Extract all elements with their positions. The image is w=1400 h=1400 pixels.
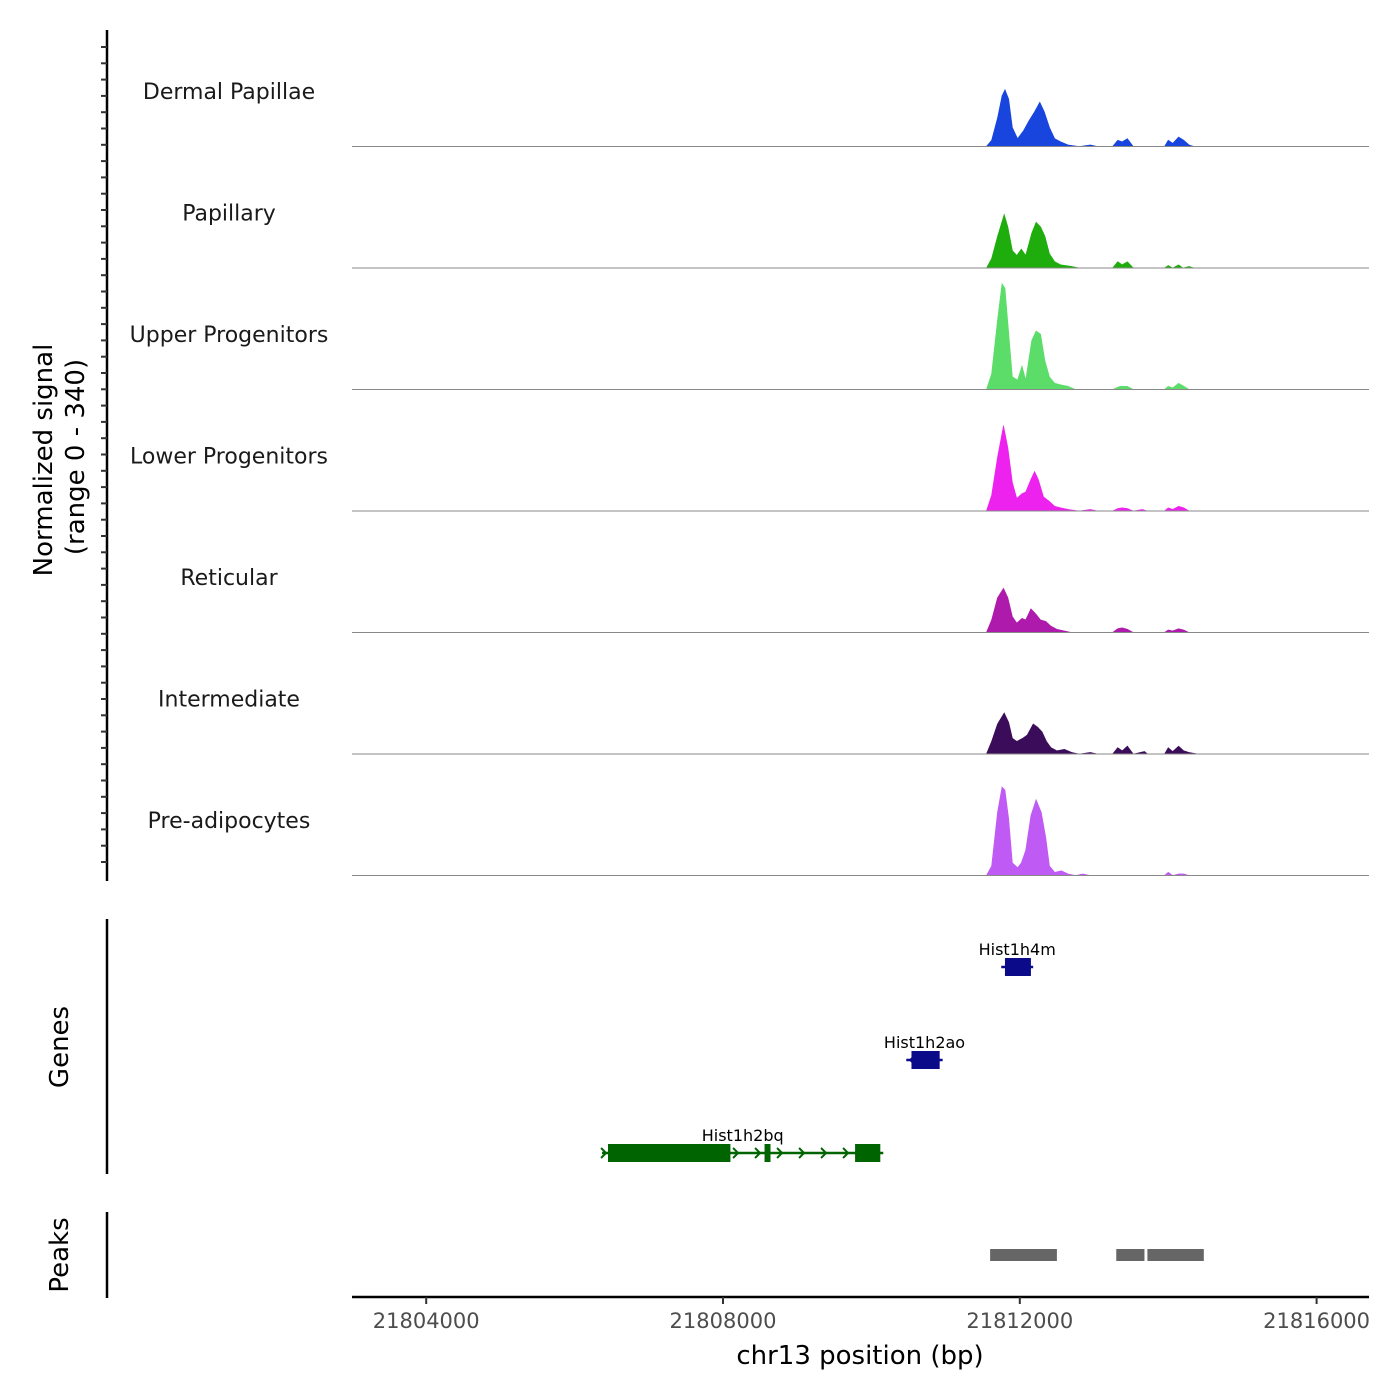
coverage-area bbox=[985, 425, 1191, 512]
x-tick-label: 21816000 bbox=[1263, 1309, 1370, 1333]
coverage-y-axis-ticks bbox=[101, 46, 107, 863]
gene-hist1h2ao: Hist1h2ao bbox=[884, 1033, 965, 1069]
x-tick-label: 21804000 bbox=[373, 1309, 480, 1333]
gene-hist1h4m: Hist1h4m bbox=[979, 940, 1056, 976]
gene-exon bbox=[1004, 958, 1031, 976]
track-pre-adipocytes: Pre-adipocytes bbox=[148, 786, 1369, 876]
genes-track-title: Genes bbox=[45, 1006, 75, 1088]
x-tick-label: 21812000 bbox=[966, 1309, 1073, 1333]
x-axis-title: chr13 position (bp) bbox=[736, 1341, 983, 1371]
gene-label: Hist1h2bq bbox=[702, 1126, 784, 1145]
strand-arrow bbox=[776, 1147, 784, 1159]
y-axis-range: (range 0 - 340) bbox=[61, 359, 91, 555]
strand-arrow bbox=[798, 1147, 806, 1159]
track-dermal-papillae: Dermal Papillae bbox=[143, 80, 1369, 147]
peaks-track bbox=[990, 1249, 1204, 1261]
peak-region bbox=[1116, 1249, 1145, 1261]
track-papillary: Papillary bbox=[182, 202, 1369, 269]
coverage-tracks: Dermal Papillae Papillary Upper Progenitor… bbox=[130, 80, 1369, 876]
x-axis-ticks: 21804000 21808000 21812000 21816000 bbox=[373, 1297, 1370, 1333]
track-label: Reticular bbox=[180, 566, 278, 591]
coverage-area bbox=[985, 786, 1190, 876]
track-label: Lower Progenitors bbox=[130, 445, 328, 470]
track-reticular: Reticular bbox=[180, 566, 1369, 633]
coverage-area bbox=[985, 88, 1195, 147]
y-axis-title: Normalized signal bbox=[29, 344, 59, 577]
peak-region bbox=[990, 1249, 1057, 1261]
track-upper-progenitors: Upper Progenitors bbox=[130, 282, 1369, 390]
coverage-area bbox=[985, 587, 1190, 633]
strand-arrow bbox=[732, 1147, 740, 1159]
track-label: Pre-adipocytes bbox=[148, 809, 311, 834]
gene-exon bbox=[607, 1144, 731, 1162]
track-lower-progenitors: Lower Progenitors bbox=[130, 425, 1369, 512]
strand-arrow bbox=[754, 1147, 762, 1159]
track-label: Upper Progenitors bbox=[130, 323, 329, 348]
gene-exon bbox=[764, 1144, 771, 1162]
track-intermediate: Intermediate bbox=[158, 688, 1369, 755]
gene-label: Hist1h4m bbox=[979, 940, 1056, 959]
strand-arrow bbox=[842, 1147, 850, 1159]
genes-track: Hist1h4m Hist1h2ao Hist1h2bq bbox=[600, 940, 1056, 1162]
gene-hist1h2bq: Hist1h2bq bbox=[600, 1126, 884, 1162]
gene-exon bbox=[911, 1051, 940, 1069]
track-label: Intermediate bbox=[158, 688, 300, 713]
peaks-track-title: Peaks bbox=[45, 1217, 75, 1292]
strand-arrow bbox=[820, 1147, 828, 1159]
coverage-area bbox=[985, 712, 1198, 755]
strand-arrow bbox=[600, 1147, 608, 1159]
coverage-area bbox=[985, 282, 1191, 390]
x-tick-label: 21808000 bbox=[670, 1309, 777, 1333]
track-label: Dermal Papillae bbox=[143, 80, 315, 105]
gene-label: Hist1h2ao bbox=[884, 1033, 965, 1052]
peak-region bbox=[1147, 1249, 1204, 1261]
track-label: Papillary bbox=[182, 202, 276, 227]
gene-exon bbox=[855, 1144, 881, 1162]
coverage-area bbox=[985, 213, 1195, 269]
